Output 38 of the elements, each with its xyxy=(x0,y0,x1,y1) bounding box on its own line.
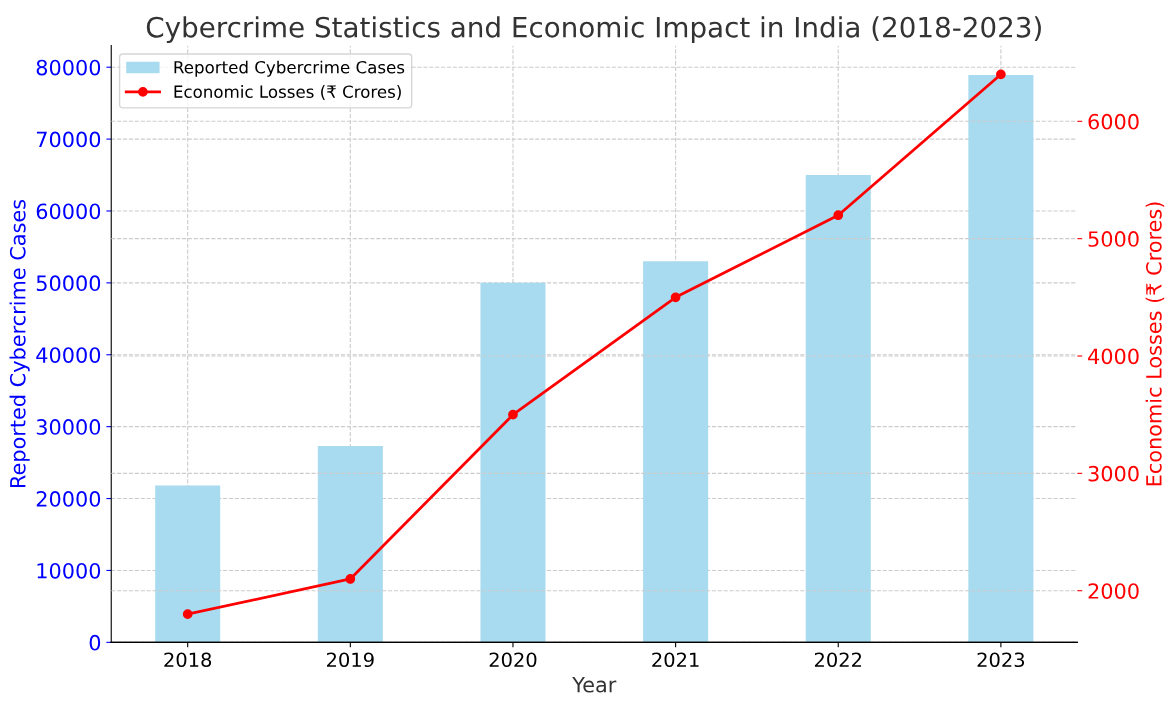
x-tick-label: 2022 xyxy=(814,652,862,668)
y-tick-label: 70000 xyxy=(36,131,101,148)
point xyxy=(833,210,844,221)
x-tick-label: 2021 xyxy=(652,652,699,668)
x-tick-label: 2023 xyxy=(977,652,1025,668)
y-tick-label: 30000 xyxy=(36,419,101,435)
legend-label: Reported Cybercrime Cases xyxy=(174,60,405,77)
y2-tick-label: 5000 xyxy=(1088,231,1139,247)
chart-title: Cybercrime Statistics and Economic Impact in India (2018-2023) xyxy=(146,16,1041,44)
y2-axis-title: Economic Losses (₹ Crores) xyxy=(1145,202,1165,486)
y-tick-label: 60000 xyxy=(36,203,101,220)
point xyxy=(345,574,356,584)
bar xyxy=(805,175,871,643)
bar xyxy=(480,282,546,643)
point xyxy=(508,409,518,420)
y-tick-label: 0 xyxy=(89,634,101,651)
y-tick-label: 50000 xyxy=(36,275,101,292)
y-tick-label: 20000 xyxy=(36,491,101,507)
legend-label: Economic Losses (₹ Crores) xyxy=(174,85,401,100)
point xyxy=(670,292,681,303)
y2-tick-label: 6000 xyxy=(1088,113,1139,130)
y-tick-label: 80000 xyxy=(36,59,101,76)
y2-tick-label: 4000 xyxy=(1088,348,1139,365)
bar xyxy=(643,261,709,643)
point xyxy=(182,609,193,620)
y-tick-label: 10000 xyxy=(37,562,101,579)
y2-tick-label: 3000 xyxy=(1088,465,1139,482)
y-axis-title: Reported Cybercrime Cases xyxy=(9,199,30,487)
point xyxy=(996,69,1006,80)
x-tick-label: 2019 xyxy=(327,652,374,668)
bar xyxy=(155,485,221,643)
y2-tick-label: 2000 xyxy=(1088,583,1139,599)
x-tick-label: 2018 xyxy=(164,652,212,668)
y-tick-label: 40000 xyxy=(36,347,101,363)
bar xyxy=(968,75,1034,643)
bar xyxy=(317,446,383,643)
x-tick-label: 2020 xyxy=(489,652,537,668)
x-axis-title: Year xyxy=(572,677,617,693)
